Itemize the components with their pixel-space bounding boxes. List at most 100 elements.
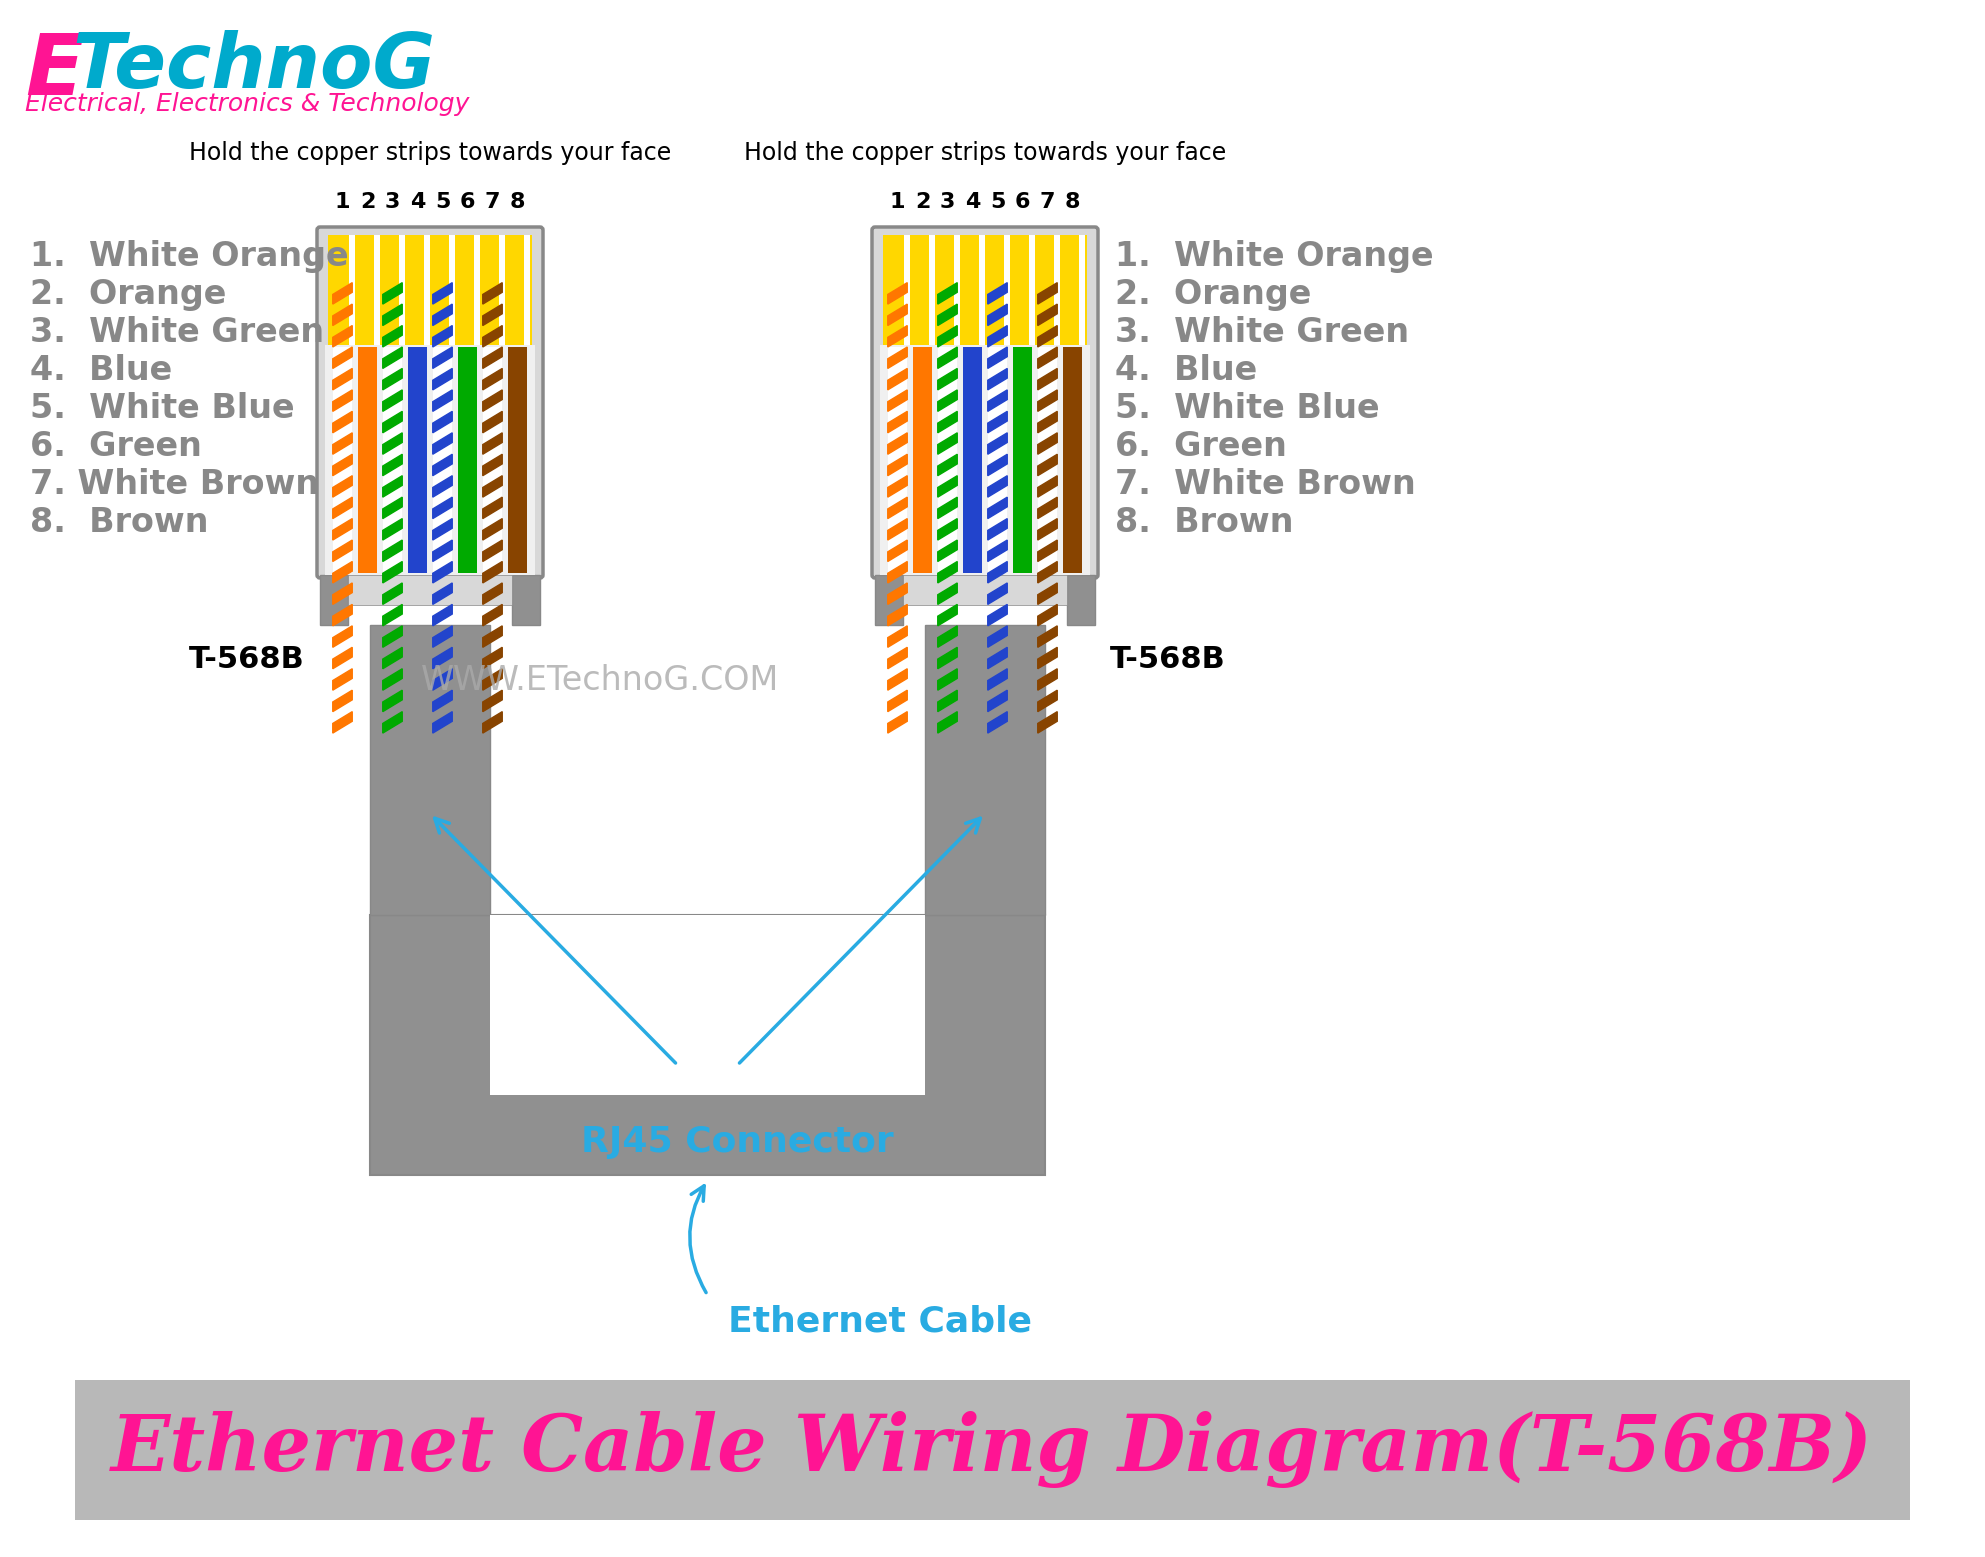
Polygon shape: [1038, 626, 1058, 648]
Bar: [929, 235, 935, 346]
Polygon shape: [937, 411, 957, 433]
Polygon shape: [887, 626, 907, 648]
Bar: [953, 235, 961, 346]
Text: 8: 8: [510, 192, 526, 212]
Bar: [512, 575, 540, 624]
Polygon shape: [383, 455, 403, 476]
Bar: [1054, 235, 1060, 346]
Polygon shape: [937, 582, 957, 604]
Text: 1: 1: [335, 192, 349, 212]
Text: 3.  White Green: 3. White Green: [30, 316, 324, 349]
Text: 2: 2: [359, 192, 375, 212]
FancyBboxPatch shape: [871, 227, 1098, 578]
Text: T-568B: T-568B: [1110, 645, 1227, 674]
Bar: [399, 235, 405, 346]
Bar: [1062, 347, 1082, 573]
Bar: [333, 347, 351, 573]
Text: 5: 5: [991, 192, 1004, 212]
Polygon shape: [333, 562, 351, 582]
Text: Hold the copper strips towards your face: Hold the copper strips towards your face: [744, 142, 1227, 165]
Polygon shape: [433, 648, 453, 670]
Polygon shape: [482, 304, 502, 325]
Text: 5: 5: [435, 192, 451, 212]
Polygon shape: [937, 476, 957, 497]
Bar: [979, 235, 985, 346]
Bar: [925, 624, 1044, 916]
Polygon shape: [887, 389, 907, 411]
Polygon shape: [333, 712, 351, 733]
Text: 4.  Blue: 4. Blue: [1116, 353, 1257, 388]
Polygon shape: [383, 604, 403, 626]
Polygon shape: [937, 369, 957, 389]
Polygon shape: [433, 325, 453, 347]
Polygon shape: [937, 518, 957, 540]
Polygon shape: [482, 690, 502, 712]
Bar: [75, 1380, 1910, 1520]
Polygon shape: [482, 283, 502, 304]
Polygon shape: [333, 455, 351, 476]
Polygon shape: [1038, 347, 1058, 369]
Polygon shape: [482, 604, 502, 626]
Bar: [383, 347, 403, 573]
Bar: [508, 347, 528, 573]
Polygon shape: [383, 369, 403, 389]
Polygon shape: [333, 604, 351, 626]
Text: Electrical, Electronics & Technology: Electrical, Electronics & Technology: [26, 92, 468, 117]
Polygon shape: [989, 433, 1006, 455]
Polygon shape: [433, 433, 453, 455]
Polygon shape: [482, 712, 502, 733]
Bar: [1078, 235, 1086, 346]
Text: WWW.ETechnoG.COM: WWW.ETechnoG.COM: [421, 663, 780, 696]
Polygon shape: [937, 712, 957, 733]
Polygon shape: [433, 582, 453, 604]
Bar: [1068, 575, 1096, 624]
Bar: [1012, 347, 1032, 573]
Polygon shape: [433, 283, 453, 304]
Polygon shape: [937, 690, 957, 712]
Polygon shape: [989, 712, 1006, 733]
Polygon shape: [1038, 433, 1058, 455]
Bar: [369, 916, 1044, 1176]
Polygon shape: [383, 325, 403, 347]
Polygon shape: [333, 304, 351, 325]
Polygon shape: [482, 582, 502, 604]
Polygon shape: [887, 518, 907, 540]
Polygon shape: [1038, 562, 1058, 582]
Polygon shape: [989, 304, 1006, 325]
Polygon shape: [937, 325, 957, 347]
Polygon shape: [937, 433, 957, 455]
Text: Ethernet Cable: Ethernet Cable: [727, 1305, 1032, 1339]
Text: Hold the copper strips towards your face: Hold the copper strips towards your face: [189, 142, 671, 165]
Polygon shape: [989, 325, 1006, 347]
Polygon shape: [482, 389, 502, 411]
Polygon shape: [937, 670, 957, 690]
Polygon shape: [433, 347, 453, 369]
Polygon shape: [1038, 369, 1058, 389]
Bar: [490, 916, 925, 1095]
Polygon shape: [383, 562, 403, 582]
Bar: [963, 347, 983, 573]
Bar: [482, 347, 502, 573]
Polygon shape: [1038, 712, 1058, 733]
Polygon shape: [1038, 325, 1058, 347]
Text: 7. White Brown: 7. White Brown: [30, 469, 320, 501]
Polygon shape: [333, 369, 351, 389]
Bar: [423, 235, 431, 346]
Polygon shape: [433, 540, 453, 562]
Polygon shape: [383, 712, 403, 733]
Bar: [989, 347, 1006, 573]
Polygon shape: [482, 455, 502, 476]
Polygon shape: [937, 347, 957, 369]
Polygon shape: [887, 347, 907, 369]
Polygon shape: [333, 690, 351, 712]
Text: Ethernet Cable Wiring Diagram(T-568B): Ethernet Cable Wiring Diagram(T-568B): [111, 1412, 1874, 1488]
Bar: [357, 347, 377, 573]
Polygon shape: [1038, 648, 1058, 670]
Bar: [1038, 347, 1058, 573]
Bar: [449, 235, 455, 346]
Polygon shape: [333, 476, 351, 497]
Polygon shape: [937, 604, 957, 626]
Text: 7.  White Brown: 7. White Brown: [1116, 469, 1415, 501]
Polygon shape: [937, 648, 957, 670]
Polygon shape: [989, 648, 1006, 670]
